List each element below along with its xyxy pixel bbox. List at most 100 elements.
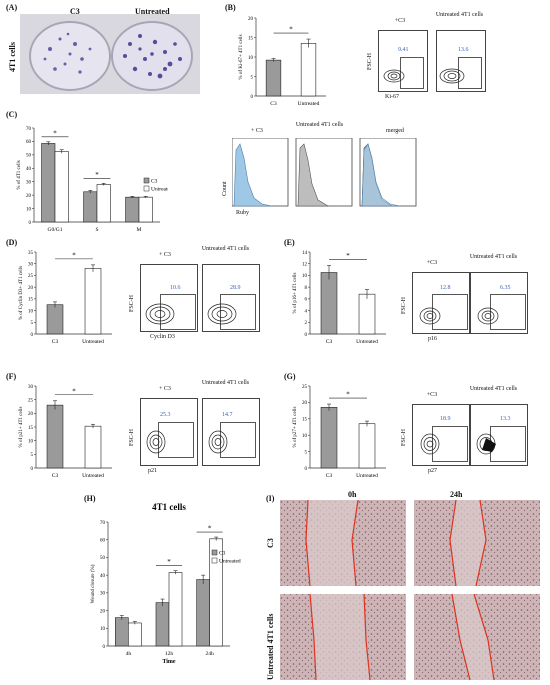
- flow-e-left-gate: [432, 294, 468, 330]
- y-tick-label: 5: [31, 453, 34, 458]
- y-tick-label: 0: [305, 467, 308, 472]
- y-tick-label: 50: [26, 154, 32, 159]
- y-tick-label: 10: [100, 627, 106, 632]
- bar: [300, 43, 317, 97]
- x-tick-label: 24h: [206, 651, 215, 657]
- legend-swatch: [211, 549, 218, 556]
- panel-c-label: (C): [6, 110, 18, 119]
- bar: [358, 423, 376, 469]
- flow-g-right-title: Untreated 4T1 cells: [469, 386, 518, 392]
- chart-e: 0 2 4 6 8 10 12 14 % of p16+ 4T1 cells C3 Untreate…: [293, 251, 386, 345]
- y-tick-label: 70: [26, 127, 32, 132]
- y-tick-label: 10: [302, 434, 308, 439]
- flow-e-ylabel: FSC-H: [401, 296, 407, 314]
- y-tick-label: 0: [31, 467, 34, 472]
- y-tick-label: 25: [28, 398, 34, 403]
- y-tick-label: 0: [103, 645, 106, 650]
- flow-e-right-box: [470, 272, 528, 334]
- flow-g-ylabel: FSC-H: [401, 428, 407, 446]
- y-tick-label: 35: [28, 251, 34, 256]
- chart-c: 0 10 20 30 40 50 60 70 % of 4T1 cells G0/G1 S M * * C3…: [17, 127, 168, 233]
- flow-e-right-value: 6.35: [500, 285, 511, 291]
- legend-swatch: [143, 177, 150, 184]
- flow-g-left-title: +C3: [426, 392, 438, 398]
- flow-e-xlabel: p16: [428, 336, 437, 342]
- y-tick-label: 20: [26, 194, 32, 199]
- bar: [46, 404, 64, 469]
- panel-i-photos: [280, 500, 540, 681]
- bar: [84, 268, 102, 335]
- flow-d-right-gate: [220, 294, 256, 330]
- flow-b-left-title: +C3: [394, 18, 406, 24]
- y-tick-label: 30: [28, 263, 34, 268]
- y-axis-label: Wound closure (%): [91, 564, 96, 603]
- significance-star: *: [53, 129, 57, 137]
- flow-g-left-gate: [432, 426, 468, 462]
- flow-b-xlabel: Ki-67: [385, 94, 399, 100]
- x-tick-label: G0/G1: [48, 227, 63, 233]
- flow-d-right-title: Untreated 4T1 cells: [201, 246, 250, 252]
- flow-b-right-title: Untreated 4T1 cells: [435, 12, 484, 18]
- y-tick-label: 70: [100, 521, 106, 526]
- bar: [265, 59, 282, 97]
- bar: [320, 407, 338, 469]
- legend-label: Untreated: [219, 559, 241, 565]
- flow-b-contours: [383, 68, 465, 84]
- y-tick-label: 4: [305, 309, 308, 314]
- x-tick-label: C3: [326, 339, 333, 345]
- significance-star: *: [72, 387, 76, 395]
- y-tick-label: 5: [251, 75, 254, 80]
- y-tick-label: 40: [100, 574, 106, 579]
- legend-label: C3: [219, 551, 226, 557]
- legend-label: Untreated: [151, 187, 168, 193]
- bar: [83, 191, 98, 223]
- flow-g-contours: [420, 433, 496, 455]
- flow-f-contours: [146, 430, 228, 454]
- flow-g-left-value: 18.9: [440, 416, 451, 422]
- panel-a-col2: Untreated: [135, 7, 170, 16]
- flow-d-left-title: + C3: [159, 252, 171, 258]
- y-axis-label: % of p21+ 4T1 cells: [19, 407, 24, 448]
- y-tick-label: 15: [248, 36, 254, 41]
- significance-star: *: [346, 252, 350, 260]
- legend-label: C3: [151, 179, 158, 185]
- y-tick-label: 30: [26, 181, 32, 186]
- chart-g: 0 5 10 15 20 25 % of p27+ 4T1 cells C3 Untreated…: [293, 385, 386, 479]
- bar: [168, 572, 183, 647]
- bar: [155, 602, 170, 647]
- x-tick-label: Untreated: [356, 339, 378, 345]
- chart-h: 4T1 cells 0 10 20 30 40 50 60 70 Wound closure (%…: [91, 502, 241, 665]
- flow-f-left-value: 25.3: [160, 412, 171, 418]
- flow-e-right-title: Untreated 4T1 cells: [469, 254, 518, 260]
- flow-f-left-box: [140, 398, 198, 466]
- y-tick-label: 20: [100, 609, 106, 614]
- flow-d-right-value: 28.9: [230, 285, 241, 291]
- y-tick-label: 0: [31, 333, 34, 338]
- y-axis-label: % of Cyclin D3+ 4T1 cells: [19, 266, 24, 320]
- flow-d-contours: [145, 303, 237, 325]
- y-tick-label: 60: [100, 539, 106, 544]
- y-tick-label: 15: [28, 298, 34, 303]
- y-tick-label: 14: [302, 251, 308, 256]
- hist-c-plots: [232, 138, 417, 207]
- colonies-c3: [43, 32, 92, 74]
- flow-d-ylabel: FSC-H: [129, 294, 135, 312]
- bar: [96, 184, 111, 223]
- panel-i-row1: C3: [266, 538, 275, 548]
- y-axis-label: % of p27+ 4T1 cells: [293, 407, 298, 448]
- flow-f-xlabel: p21: [148, 468, 157, 474]
- flow-b-left-box: [378, 30, 428, 92]
- y-tick-label: 8: [305, 286, 308, 291]
- y-tick-label: 0: [251, 95, 254, 100]
- legend-swatch: [143, 185, 150, 192]
- flow-b-ylabel: FSC-H: [367, 52, 373, 70]
- significance-star: *: [289, 26, 293, 34]
- hist-c-title-3: merged: [386, 128, 404, 134]
- x-tick-label: Untreated: [82, 339, 104, 345]
- flow-e-left-title: +C3: [426, 260, 438, 266]
- hist-c-ylabel: Count: [222, 181, 228, 196]
- panel-i-col2: 24h: [450, 490, 463, 499]
- significance-star: *: [95, 171, 99, 179]
- significance-star: *: [167, 558, 171, 566]
- panel-i-label: (I): [266, 494, 275, 503]
